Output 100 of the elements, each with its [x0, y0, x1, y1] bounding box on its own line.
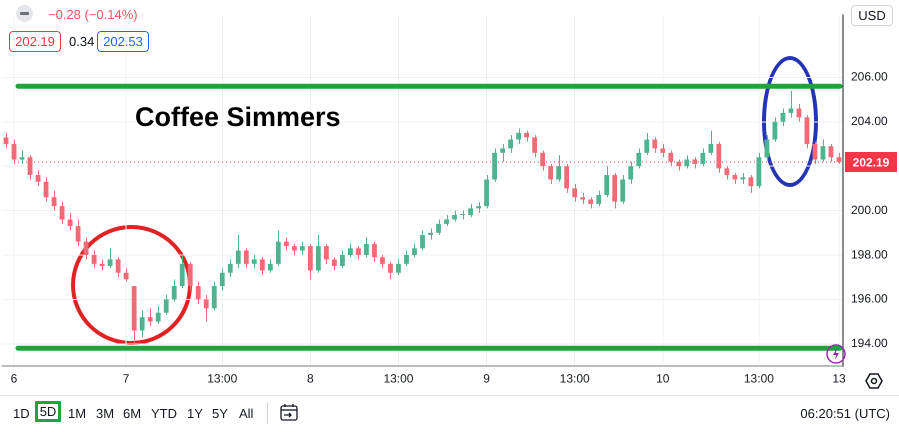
candlestick: [180, 254, 185, 289]
candlestick: [548, 163, 554, 184]
annotation: −0.28 (−0.14%): [48, 6, 138, 24]
candlestick: [468, 203, 473, 218]
candlestick: [252, 254, 257, 269]
candlestick: [12, 139, 16, 164]
candlestick: [452, 210, 457, 222]
candlestick: [764, 134, 770, 160]
candlestick: [532, 134, 538, 158]
candlestick: [364, 236, 369, 258]
text: YTD: [151, 405, 177, 423]
text: All: [239, 405, 254, 423]
x-tick-label: 13:00: [383, 372, 414, 386]
text: 06:20:51 (UTC): [800, 405, 890, 423]
candlestick: [372, 241, 377, 262]
y-tick-label: 200.00: [851, 202, 888, 217]
candlestick: [220, 268, 225, 292]
candlestick: [92, 250, 97, 269]
candlestick: [324, 243, 329, 264]
candlestick: [140, 310, 145, 338]
candlestick: [76, 218, 80, 247]
y-tick-label: 194.00: [851, 336, 888, 350]
candlestick: [708, 130, 714, 156]
candlestick: [28, 154, 32, 180]
candlestick: [60, 201, 64, 224]
candlestick: [700, 148, 706, 167]
candlestick: [196, 281, 201, 304]
candlestick: [36, 170, 40, 187]
candlestick: [188, 261, 193, 292]
candlestick: [164, 294, 169, 316]
candlestick: [772, 116, 778, 142]
x-tick-label: 10: [656, 372, 670, 386]
candlestick: [276, 230, 281, 267]
candlestick: [620, 174, 626, 204]
candlestick: [396, 258, 401, 276]
x-tick-label: 13:00: [560, 372, 590, 386]
candlestick: [676, 159, 682, 172]
text: 1D: [13, 405, 30, 423]
candlestick: [148, 308, 153, 327]
candlestick: [340, 250, 345, 269]
candlestick: [596, 190, 602, 207]
candlestick: [572, 183, 578, 202]
candlestick: [412, 243, 417, 258]
x-tick-label: 6: [10, 372, 18, 386]
candlestick: [796, 104, 802, 122]
candlestick: [156, 306, 161, 324]
candlestick: [780, 108, 786, 127]
candlestick: [564, 163, 570, 194]
candlestick: [300, 241, 305, 256]
candlestick: [4, 132, 8, 149]
candlestick: [404, 250, 409, 267]
candlestick: [836, 152, 842, 164]
candlestick: [124, 268, 129, 282]
y-tick-label: 198.00: [851, 247, 888, 262]
candlestick: [260, 256, 265, 276]
candlestick: [428, 228, 433, 240]
candlestick: [348, 243, 353, 258]
x-tick-label: 13:00: [207, 372, 238, 386]
candlestick: [524, 130, 530, 142]
x-tick-label: 13:00: [744, 372, 774, 386]
candlestick: [212, 281, 217, 311]
candlestick: [244, 248, 249, 269]
y-tick-label: 206.00: [851, 70, 888, 84]
candlestick: [652, 136, 658, 154]
annotation: 202.53: [97, 31, 149, 52]
candlestick: [508, 134, 514, 154]
candlestick: [116, 256, 121, 278]
candlestick: [820, 139, 826, 162]
y-tick-label: 196.00: [851, 292, 888, 306]
x-tick-label: 8: [307, 372, 314, 386]
candlestick: [828, 143, 834, 162]
candlestick: [556, 154, 562, 182]
candlestick: [268, 258, 273, 274]
candlestick: [284, 236, 289, 252]
candlestick: [236, 234, 241, 269]
ref-line-label: 202.19: [852, 155, 890, 170]
candlestick: [356, 246, 361, 260]
text: 6M: [123, 405, 142, 423]
candlestick: [644, 132, 650, 156]
candlestick: [732, 172, 738, 184]
candlestick: [20, 150, 24, 164]
candlestick: [516, 128, 522, 144]
candlestick: [636, 148, 642, 169]
text: 5D: [35, 401, 61, 422]
candlestick: [444, 214, 449, 227]
candlestick: [692, 156, 698, 169]
text: 1M: [68, 405, 86, 423]
x-tick-label: 9: [483, 372, 490, 386]
candlestick: [724, 166, 730, 180]
candlestick: [476, 201, 481, 214]
y-tick-label: 204.00: [851, 114, 888, 128]
candlestick: [388, 261, 393, 280]
candlestick: [84, 236, 88, 260]
annotation: 0.34: [69, 33, 94, 51]
candlestick: [684, 154, 690, 169]
candlestick: [588, 196, 594, 209]
text: 1Y: [187, 405, 203, 423]
candlestick: [604, 166, 610, 198]
annotation: 202.19: [9, 31, 61, 52]
candlestick: [660, 143, 666, 158]
